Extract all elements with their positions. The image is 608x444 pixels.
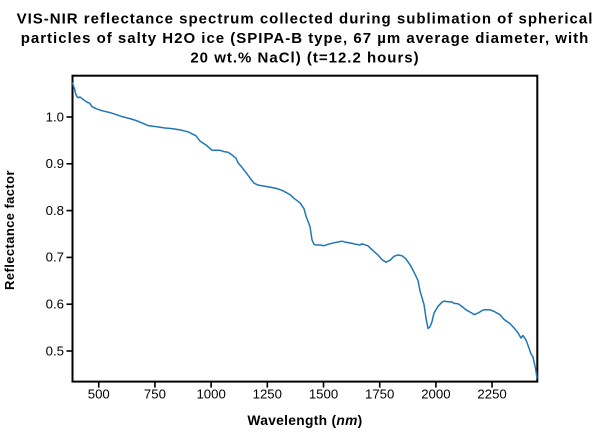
svg-text:1500: 1500 bbox=[309, 387, 338, 402]
svg-text:0.6: 0.6 bbox=[46, 297, 64, 312]
svg-text:Reflectance factor: Reflectance factor bbox=[2, 170, 17, 290]
svg-text:0.8: 0.8 bbox=[46, 203, 64, 218]
svg-text:VIS-NIR reflectance spectrum c: VIS-NIR reflectance spectrum collected d… bbox=[17, 11, 594, 28]
svg-text:2250: 2250 bbox=[477, 387, 506, 402]
svg-text:20 wt.% NaCl) (t=12.2 hours): 20 wt.% NaCl) (t=12.2 hours) bbox=[190, 50, 419, 67]
svg-text:0.7: 0.7 bbox=[46, 250, 64, 265]
svg-text:0.9: 0.9 bbox=[46, 156, 64, 171]
svg-text:1000: 1000 bbox=[196, 387, 225, 402]
svg-text:particles of salty H2O ice (SP: particles of salty H2O ice (SPIPA-B type… bbox=[21, 30, 590, 47]
svg-text:1250: 1250 bbox=[253, 387, 282, 402]
svg-text:750: 750 bbox=[144, 387, 166, 402]
svg-text:2000: 2000 bbox=[421, 387, 450, 402]
svg-text:500: 500 bbox=[88, 387, 110, 402]
svg-text:1750: 1750 bbox=[365, 387, 394, 402]
svg-text:0.5: 0.5 bbox=[46, 343, 64, 358]
svg-text:Wavelength (nm): Wavelength (nm) bbox=[247, 413, 362, 428]
svg-text:1.0: 1.0 bbox=[46, 109, 64, 124]
